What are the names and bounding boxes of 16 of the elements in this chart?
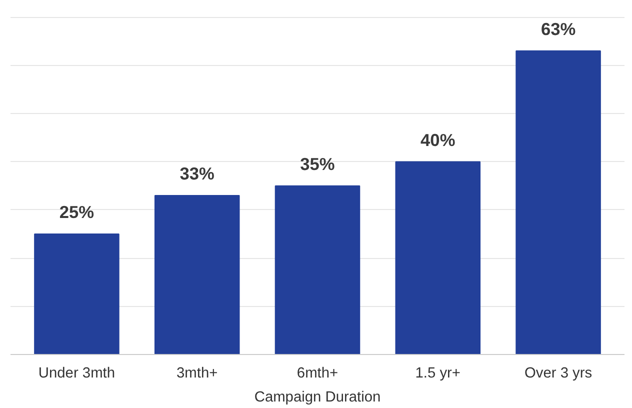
bar (34, 234, 120, 354)
data-label: 35% (300, 154, 335, 174)
x-tick-label: 1.5 yr+ (415, 366, 461, 382)
bar (154, 194, 240, 354)
x-tick-label: Under 3mth (38, 366, 116, 382)
data-label: 25% (59, 202, 94, 222)
bar (516, 50, 601, 354)
x-tick-label: 3mth+ (176, 366, 218, 382)
x-axis-title: Campaign Duration (254, 390, 381, 406)
data-label: 40% (420, 130, 456, 150)
x-tick-label: Over 3 yrs (524, 366, 592, 382)
data-label: 33% (180, 163, 214, 184)
bar (395, 161, 481, 354)
bar (274, 185, 360, 354)
data-label: 63% (540, 18, 576, 39)
x-tick-label: 6mth+ (296, 366, 338, 382)
